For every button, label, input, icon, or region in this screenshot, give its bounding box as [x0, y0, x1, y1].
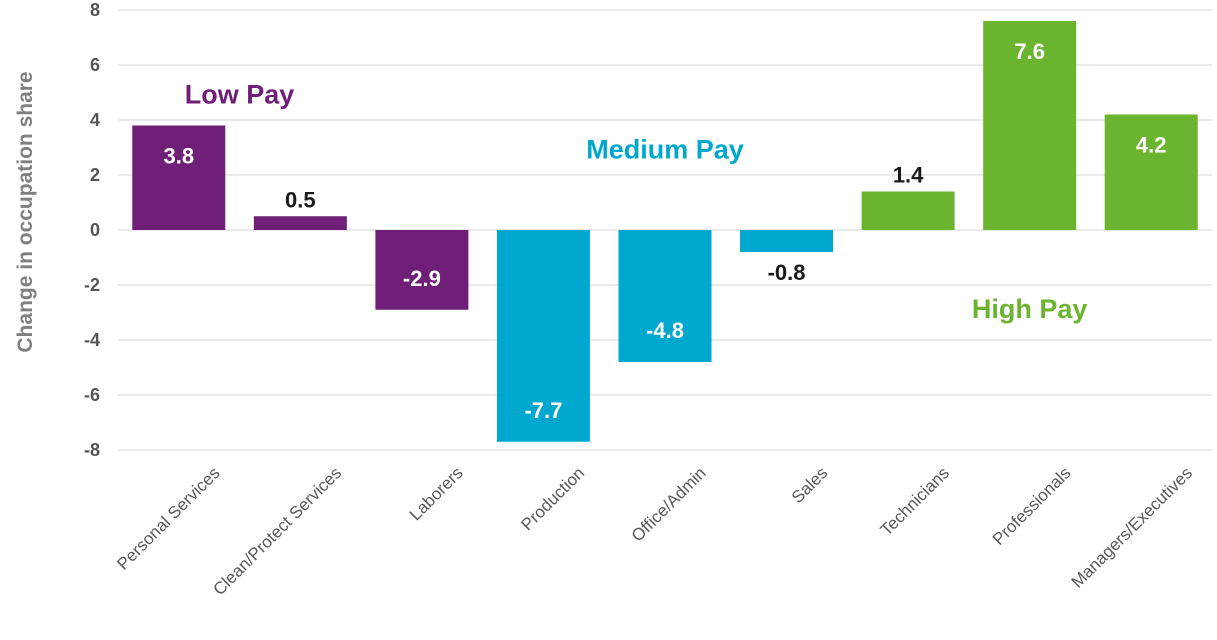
x-category-label: Managers/Executives [1068, 463, 1196, 591]
x-category-label: Personal Services [113, 463, 223, 573]
y-tick-label: 8 [90, 0, 100, 20]
bar-professionals [983, 21, 1077, 230]
y-tick-label: -2 [84, 275, 100, 295]
y-tick-label: -6 [84, 385, 100, 405]
x-category-label: Laborers [406, 463, 467, 524]
x-category-label: Professionals [989, 463, 1075, 549]
y-tick-label: 4 [90, 110, 100, 130]
bar-clean-protect-services [253, 216, 347, 230]
x-category-label: Sales [788, 463, 832, 507]
data-label-technicians: 1.4 [893, 163, 924, 188]
data-label-managers-executives: 4.2 [1136, 133, 1167, 158]
group-label-medium-pay: Medium Pay [586, 135, 744, 165]
data-label-office-admin: -4.8 [646, 318, 684, 343]
y-axis-title: Change in occupation share [14, 71, 37, 352]
data-labels: 3.8 0.5 -2.9 -7.7 -4.8 -0.8 1.4 7.6 4.2 [163, 39, 1166, 423]
y-tick-label: -4 [84, 330, 100, 350]
data-label-laborers: -2.9 [403, 266, 441, 291]
group-label-high-pay: High Pay [972, 294, 1088, 324]
data-label-clean-protect-services: 0.5 [285, 187, 316, 212]
bar-managers-executives [1104, 114, 1198, 230]
data-label-professionals: 7.6 [1014, 39, 1045, 64]
y-tick-label: -8 [84, 440, 100, 460]
bars [132, 21, 1198, 442]
bar-production [496, 230, 590, 442]
bar-office-admin [618, 230, 712, 362]
y-tick-label: 6 [90, 55, 100, 75]
data-label-production: -7.7 [524, 398, 562, 423]
group-label-low-pay: Low Pay [185, 80, 295, 110]
x-category-label: Production [517, 463, 588, 534]
bar-sales [740, 230, 834, 252]
x-category-label: Office/Admin [628, 463, 710, 545]
y-tick-label: 0 [90, 220, 100, 240]
bar-technicians [861, 191, 955, 230]
data-label-sales: -0.8 [768, 260, 806, 285]
y-axis-ticks: 8 6 4 2 0 -2 -4 -6 -8 [84, 0, 100, 460]
bar-laborers [375, 230, 469, 310]
data-label-personal-services: 3.8 [163, 144, 194, 169]
x-category-label: Clean/Protect Services [209, 463, 345, 599]
bar-personal-services [132, 125, 226, 230]
x-category-label: Technicians [877, 463, 953, 539]
y-tick-label: 2 [90, 165, 100, 185]
